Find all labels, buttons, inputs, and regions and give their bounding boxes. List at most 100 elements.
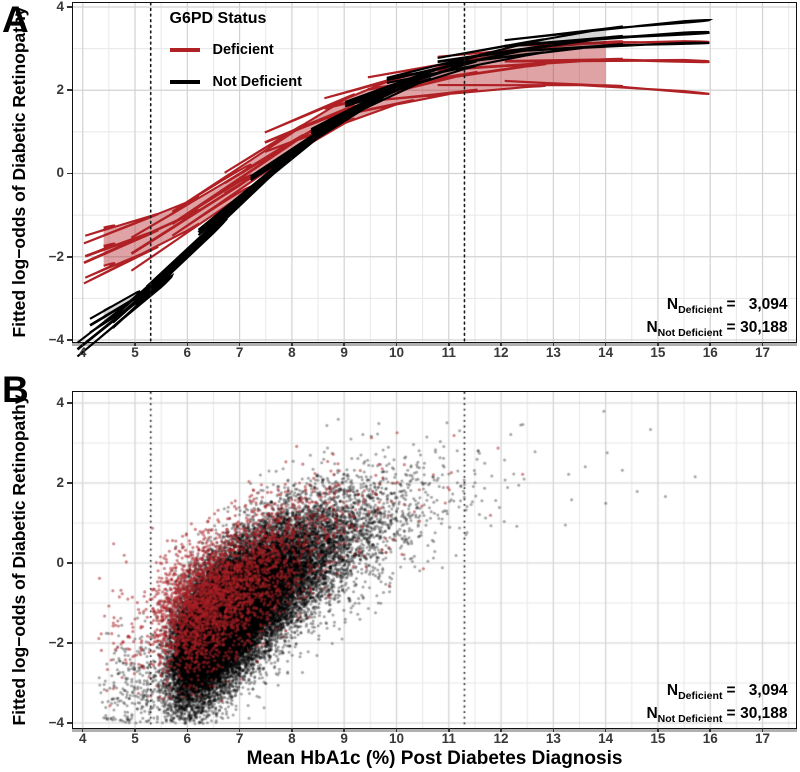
x-tick-mark bbox=[604, 342, 607, 346]
annotation-row-deficient: NDeficient = 3,094 bbox=[646, 679, 788, 702]
x-tick-mark bbox=[134, 342, 136, 346]
x-tick-mark bbox=[500, 342, 502, 346]
y-tick-mark bbox=[67, 6, 72, 8]
panel-a-letter: A bbox=[2, 0, 29, 40]
annotation-n: N bbox=[666, 681, 679, 699]
y-tick-label: −4 bbox=[48, 715, 64, 730]
sample-size-annotation-panel-b: NDeficient = 3,094 NNot Deficient = 30,188 bbox=[646, 679, 787, 725]
legend-label-deficient: Deficient bbox=[212, 42, 274, 58]
y-tick-mark bbox=[67, 402, 72, 404]
x-tick-label: 10 bbox=[388, 731, 404, 746]
x-tick-mark bbox=[291, 728, 293, 732]
y-tick-label: 2 bbox=[56, 475, 64, 490]
annotation-n: N bbox=[646, 318, 658, 336]
x-tick-label: 10 bbox=[388, 345, 404, 360]
x-tick-label: 7 bbox=[235, 345, 244, 360]
y-tick-mark bbox=[67, 642, 72, 644]
x-tick-label: 7 bbox=[235, 731, 244, 746]
x-tick-label: 6 bbox=[183, 731, 192, 746]
panel-b-letter: B bbox=[2, 369, 29, 410]
x-tick-mark bbox=[448, 728, 450, 732]
annotation-eq: = bbox=[726, 318, 736, 336]
annotation-value: 30,188 bbox=[740, 318, 788, 336]
x-tick-mark bbox=[657, 342, 659, 346]
x-tick-mark bbox=[81, 342, 84, 346]
y-tick-mark bbox=[67, 172, 72, 175]
annotation-value: 3,094 bbox=[748, 295, 788, 313]
x-tick-mark bbox=[761, 728, 764, 732]
sample-size-annotation-panel-a: NDeficient = 3,094 NNot Deficient = 30,188 bbox=[646, 293, 787, 339]
x-tick-label: 13 bbox=[545, 345, 561, 360]
panel-a-y-axis-title: Fitted log−odds of Diabetic Retinopathy bbox=[9, 6, 29, 338]
annotation-row-not-deficient: NNot Deficient = 30,188 bbox=[646, 702, 787, 725]
x-tick-mark bbox=[552, 342, 555, 346]
x-tick-label: 5 bbox=[131, 345, 139, 360]
annotation-value: 3,094 bbox=[748, 681, 788, 699]
x-tick-label: 9 bbox=[340, 345, 348, 360]
x-tick-mark bbox=[552, 728, 555, 732]
x-tick-label: 11 bbox=[441, 731, 456, 746]
panel-a-plot-area: G6PD Status Deficient Not Deficient NDef… bbox=[71, 1, 797, 357]
y-tick-label: 4 bbox=[56, 395, 64, 410]
x-tick-mark bbox=[604, 728, 607, 732]
x-axis-title: Mean HbA1c (%) Post Diabetes Diagnosis bbox=[246, 748, 623, 769]
panel-b-y-axis-title: Fitted log−odds of Diabetic Retinopathy bbox=[9, 394, 29, 726]
x-tick-mark bbox=[657, 728, 659, 732]
annotation-value: 30,188 bbox=[740, 704, 788, 722]
x-tick-label: 4 bbox=[78, 731, 87, 746]
y-tick-mark bbox=[67, 722, 72, 724]
x-tick-mark bbox=[238, 728, 241, 732]
annotation-sub: Deficient bbox=[678, 303, 723, 316]
y-tick-mark bbox=[67, 482, 72, 484]
x-tick-mark bbox=[395, 728, 398, 732]
x-tick-mark bbox=[134, 728, 136, 732]
x-tick-mark bbox=[500, 728, 502, 732]
x-tick-label: 12 bbox=[493, 731, 509, 746]
x-tick-mark bbox=[709, 728, 711, 732]
x-tick-mark bbox=[343, 728, 345, 732]
x-tick-mark bbox=[395, 342, 398, 346]
annotation-row-not-deficient: NNot Deficient = 30,188 bbox=[646, 316, 787, 339]
annotation-n: N bbox=[666, 295, 679, 313]
y-tick-mark bbox=[67, 256, 72, 258]
y-tick-label: 2 bbox=[56, 82, 64, 98]
y-tick-mark bbox=[67, 339, 72, 341]
annotation-eq: = bbox=[726, 295, 736, 313]
x-tick-mark bbox=[186, 728, 189, 732]
x-tick-label: 11 bbox=[441, 345, 456, 360]
x-tick-label: 15 bbox=[650, 731, 666, 746]
x-tick-label: 14 bbox=[598, 345, 614, 360]
not-deficient-line-key-icon bbox=[169, 80, 200, 84]
x-tick-label: 15 bbox=[650, 345, 666, 360]
x-tick-label: 6 bbox=[183, 345, 192, 360]
panel-b-plot-area: NDeficient = 3,094 NNot Deficient = 30,188 bbox=[71, 390, 797, 729]
annotation-n: N bbox=[646, 704, 658, 722]
x-tick-mark bbox=[238, 342, 241, 346]
scatter-canvas bbox=[72, 391, 796, 728]
legend-title: G6PD Status bbox=[169, 9, 267, 27]
annotation-row-deficient: NDeficient = 3,094 bbox=[646, 293, 788, 316]
annotation-sub: Not Deficient bbox=[657, 326, 723, 339]
x-tick-label: 16 bbox=[702, 345, 718, 360]
y-tick-label: 0 bbox=[56, 165, 64, 181]
legend-item-deficient: Deficient bbox=[169, 40, 302, 61]
x-tick-label: 17 bbox=[755, 345, 771, 360]
annotation-eq: = bbox=[726, 704, 736, 722]
x-tick-label: 5 bbox=[131, 731, 139, 746]
legend-item-not-deficient: Not Deficient bbox=[169, 72, 302, 93]
x-tick-label: 8 bbox=[288, 345, 296, 360]
y-tick-label: 4 bbox=[56, 0, 64, 14]
y-tick-label: −4 bbox=[48, 332, 64, 347]
legend: G6PD Status Deficient Not Deficient bbox=[169, 9, 302, 93]
x-tick-mark bbox=[81, 728, 84, 732]
x-tick-label: 16 bbox=[702, 731, 718, 746]
x-tick-label: 9 bbox=[340, 731, 348, 746]
annotation-sub: Not Deficient bbox=[657, 712, 723, 725]
x-tick-mark bbox=[761, 342, 764, 346]
annotation-sub: Deficient bbox=[678, 689, 723, 702]
y-tick-label: −2 bbox=[48, 248, 64, 264]
x-tick-mark bbox=[291, 342, 293, 346]
x-tick-label: 8 bbox=[288, 731, 296, 746]
legend-label-not-deficient: Not Deficient bbox=[212, 74, 302, 90]
y-tick-label: 0 bbox=[56, 555, 64, 570]
